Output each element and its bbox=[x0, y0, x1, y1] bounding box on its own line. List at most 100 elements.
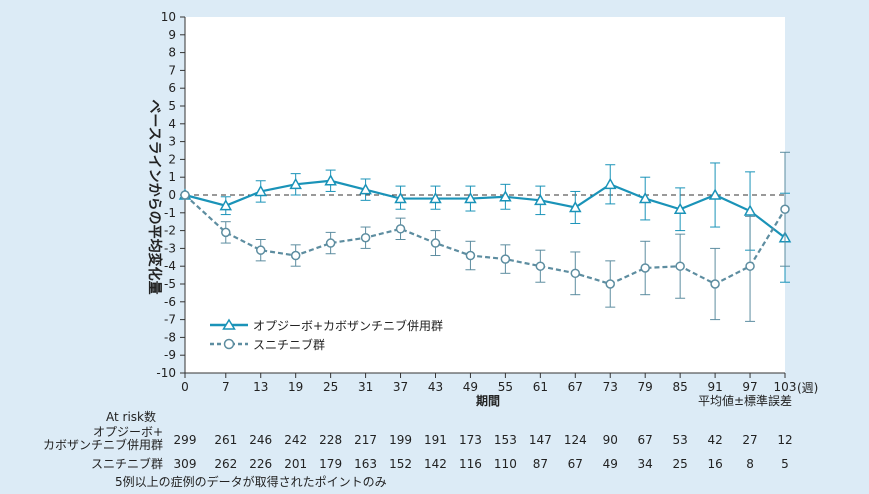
at-risk-value: 299 bbox=[174, 433, 197, 447]
at-risk-label-combo-line2: カボザンチニブ併用群 bbox=[43, 437, 163, 452]
data-point bbox=[499, 190, 512, 202]
at-risk-value: 110 bbox=[494, 457, 517, 471]
data-point bbox=[500, 254, 511, 264]
data-point bbox=[603, 177, 617, 190]
y-tick-label: -5 bbox=[164, 277, 176, 291]
at-risk-value: 309 bbox=[174, 457, 197, 471]
y-tick-label: 4 bbox=[168, 117, 176, 131]
x-tick-label: 97 bbox=[742, 380, 757, 394]
at-risk-value: 179 bbox=[319, 457, 342, 471]
at-risk-value: 87 bbox=[533, 457, 548, 471]
at-risk-value: 246 bbox=[249, 433, 272, 447]
y-tick-label: -6 bbox=[164, 295, 176, 309]
data-point bbox=[255, 245, 266, 255]
y-tick-label: 1 bbox=[168, 170, 176, 184]
at-risk-value: 261 bbox=[214, 433, 237, 447]
legend-marker-sunitinib bbox=[223, 338, 235, 350]
data-point bbox=[324, 174, 337, 186]
data-point bbox=[359, 183, 372, 195]
x-tick-label: 61 bbox=[533, 380, 548, 394]
y-tick-label: 2 bbox=[168, 152, 176, 166]
x-tick-label: 55 bbox=[498, 380, 513, 394]
series-layer bbox=[178, 151, 792, 322]
data-point bbox=[710, 279, 720, 289]
data-point bbox=[289, 177, 302, 190]
y-tick-label: -3 bbox=[164, 241, 176, 255]
footnote: 5例以上の症例のデータが取得されたポイントのみ bbox=[115, 474, 387, 489]
legend-marker-combo bbox=[222, 318, 236, 330]
x-tick-label: 67 bbox=[568, 380, 583, 394]
data-point bbox=[605, 279, 615, 289]
data-point bbox=[430, 238, 441, 248]
at-risk-value: 199 bbox=[389, 433, 412, 447]
data-point bbox=[465, 250, 476, 261]
data-point bbox=[464, 192, 477, 204]
at-risk-value: 242 bbox=[284, 433, 307, 447]
data-point bbox=[535, 261, 546, 271]
data-point bbox=[638, 192, 652, 204]
x-tick-label: 73 bbox=[603, 380, 618, 394]
at-risk-value: 16 bbox=[707, 457, 722, 471]
x-tick-label: 0 bbox=[181, 380, 189, 394]
y-tick-label: -8 bbox=[164, 330, 176, 344]
x-tick-label: 13 bbox=[253, 380, 268, 394]
x-tick-label: 25 bbox=[323, 380, 338, 394]
at-risk-value: 67 bbox=[568, 457, 583, 471]
at-risk-value: 116 bbox=[459, 457, 482, 471]
y-tick-label: -2 bbox=[164, 224, 176, 238]
y-tick-label: 10 bbox=[161, 10, 176, 24]
at-risk-value: 262 bbox=[214, 457, 237, 471]
x-axis-label: 期間 bbox=[476, 393, 500, 408]
at-risk-value: 124 bbox=[564, 433, 587, 447]
series-sunitinib bbox=[180, 151, 790, 322]
y-tick-label: 6 bbox=[168, 81, 176, 95]
at-risk-value: 226 bbox=[249, 457, 272, 471]
data-point bbox=[254, 184, 268, 197]
x-tick-label: 85 bbox=[673, 380, 688, 394]
x-tick-label: 49 bbox=[463, 380, 478, 394]
x-tick-label: 43 bbox=[428, 380, 443, 394]
at-risk-value: 42 bbox=[707, 433, 722, 447]
at-risk-value: 163 bbox=[354, 457, 377, 471]
at-risk-title: At risk数 bbox=[106, 409, 156, 424]
x-tick-label: 31 bbox=[358, 380, 373, 394]
error-note: 平均値±標準誤差 bbox=[698, 393, 792, 408]
y-tick-label: 7 bbox=[168, 63, 176, 77]
x-tick-label: 7 bbox=[222, 380, 230, 394]
at-risk-value: 217 bbox=[354, 433, 377, 447]
at-risk-label-combo-line1: オプジーボ+ bbox=[93, 425, 163, 439]
legend-label-combo: オプジーボ+カボザンチニブ併用群 bbox=[253, 318, 443, 333]
at-risk-value: 5 bbox=[781, 457, 789, 471]
data-point bbox=[534, 193, 547, 206]
data-point bbox=[743, 204, 757, 216]
at-risk-value: 142 bbox=[424, 457, 447, 471]
y-tick-label: 8 bbox=[168, 46, 176, 60]
data-point bbox=[640, 263, 650, 273]
series-combo bbox=[178, 162, 792, 283]
y-axis-label: ベースラインからの平均変化量 bbox=[146, 99, 163, 294]
legend-item-sunitinib: スニチニブ群 bbox=[210, 337, 325, 352]
series-line bbox=[184, 179, 786, 239]
at-risk-value: 147 bbox=[529, 433, 552, 447]
y-tick-label: 3 bbox=[168, 135, 176, 149]
data-point bbox=[221, 227, 231, 238]
data-point bbox=[569, 200, 582, 213]
at-risk-table: At risk数 オプジーボ+ カボザンチニブ併用群 スニチニブ群 299 261… bbox=[43, 409, 793, 471]
data-point bbox=[429, 192, 442, 204]
y-tick-label: 9 bbox=[168, 28, 176, 42]
series-line bbox=[184, 194, 786, 286]
at-risk-value: 27 bbox=[742, 433, 757, 447]
y-tick-label: 5 bbox=[168, 99, 176, 113]
legend: オプジーボ+カボザンチニブ併用群 スニチニブ群 bbox=[210, 318, 443, 352]
data-point bbox=[673, 202, 687, 214]
at-risk-value: 67 bbox=[638, 433, 653, 447]
data-point bbox=[708, 188, 722, 200]
at-risk-value: 152 bbox=[389, 457, 412, 471]
at-risk-value: 12 bbox=[777, 433, 792, 447]
data-point bbox=[745, 261, 755, 271]
x-tick-label: 79 bbox=[638, 380, 653, 394]
at-risk-value: 90 bbox=[603, 433, 618, 447]
at-risk-value: 8 bbox=[746, 457, 754, 471]
